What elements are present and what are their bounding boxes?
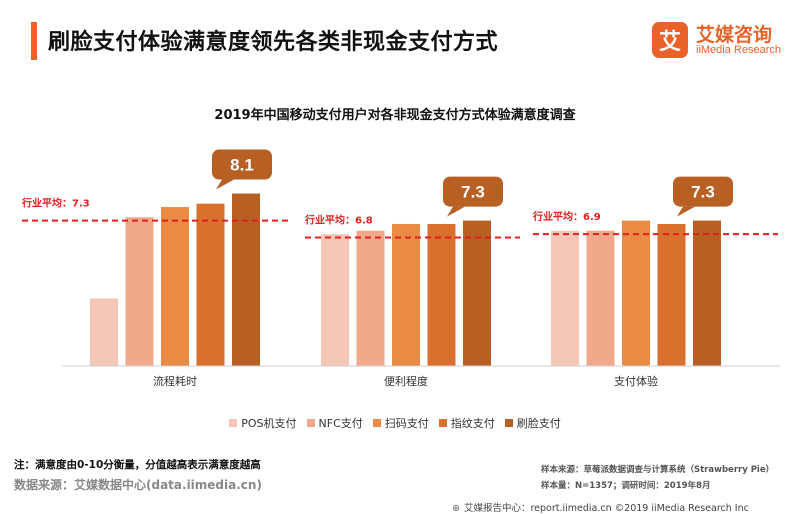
bar-3-1 — [551, 230, 579, 366]
legend-swatch — [372, 419, 381, 427]
sample-source: 样本来源：草莓派数据调查与计算系统（Strawberry Pie） — [541, 465, 775, 475]
callout-box — [443, 176, 503, 207]
legend-label: 指纹支付 — [450, 417, 495, 430]
logo-text-en: iiMedia Research — [696, 44, 781, 56]
chart-title: 2019年中国移动支付用户对各非现金支付方式体验满意度调查 — [214, 108, 576, 123]
bar-2-1 — [321, 234, 349, 366]
category-label: 流程耗时 — [153, 374, 197, 388]
page-title: 刷脸支付体验满意度领先各类非现金支付方式 — [48, 30, 499, 55]
callout-label: 7.3 — [461, 183, 485, 202]
logo-glyph: 艾 — [658, 30, 681, 55]
chart-legend: POS机支付 NFC支付 扫码支付 指纹支付 刷脸支付 — [0, 415, 790, 431]
bar-3-2 — [586, 230, 615, 366]
legend-label: NFC支付 — [318, 417, 363, 430]
bar-2-3 — [392, 223, 420, 366]
category-label: 便利程度 — [384, 374, 428, 388]
legend-item: NFC支付 — [306, 415, 363, 431]
legend-item: 刷脸支付 — [504, 415, 561, 431]
legend-swatch — [504, 419, 513, 427]
bar-3-5 — [693, 220, 721, 366]
callout-label: 8.1 — [230, 156, 254, 175]
bar-1-1 — [90, 298, 118, 366]
bar-3-3 — [622, 220, 650, 366]
average-label: 行业平均：6.9 — [532, 210, 601, 223]
legend-label: 扫码支付 — [384, 417, 429, 430]
average-label: 行业平均：6.8 — [304, 213, 373, 226]
globe-icon: ⊕ — [452, 503, 460, 514]
data-source: 数据来源：艾媒数据中心(data.iimedia.cn) — [14, 478, 262, 492]
bar-2-4 — [427, 223, 456, 366]
sample-size: 样本量：N=1357；调研时间：2019年8月 — [541, 481, 711, 491]
bar-1-3 — [161, 207, 189, 366]
legend-item: 指纹支付 — [438, 415, 495, 431]
logo-text-cn: 艾媒咨询 — [696, 24, 773, 46]
bar-1-5 — [232, 193, 260, 366]
average-label: 行业平均：7.3 — [21, 197, 90, 210]
callout-box — [212, 149, 272, 180]
callout-pointer — [447, 206, 465, 217]
bar-2-2 — [356, 230, 385, 366]
category-label: 支付体验 — [614, 374, 658, 388]
chart-note: 注：满意度由0-10分衡量，分值越高表示满意度越高 — [14, 459, 261, 471]
callout-pointer — [216, 179, 234, 190]
callout-label: 7.3 — [691, 183, 715, 202]
bar-3-4 — [657, 223, 686, 366]
footer-text: 艾媒报告中心：report.iimedia.cn ©2019 iiMedia R… — [463, 503, 749, 514]
callout-box — [673, 176, 733, 207]
legend-label: 刷脸支付 — [516, 417, 561, 430]
bar-1-2 — [125, 217, 154, 366]
legend-item: POS机支付 — [229, 415, 297, 431]
title-accent-bar — [31, 22, 37, 60]
legend-item: 扫码支付 — [372, 415, 429, 431]
callout-pointer — [677, 206, 695, 217]
legend-label: POS机支付 — [241, 417, 297, 430]
legend-swatch — [438, 419, 447, 427]
footer: ⊕ 艾媒报告中心：report.iimedia.cn ©2019 iiMedia … — [452, 500, 790, 514]
bar-1-4 — [196, 203, 225, 366]
logo-icon: 艾 — [652, 22, 688, 58]
legend-swatch — [229, 419, 238, 427]
bar-2-5 — [463, 220, 491, 366]
legend-swatch — [306, 419, 315, 427]
